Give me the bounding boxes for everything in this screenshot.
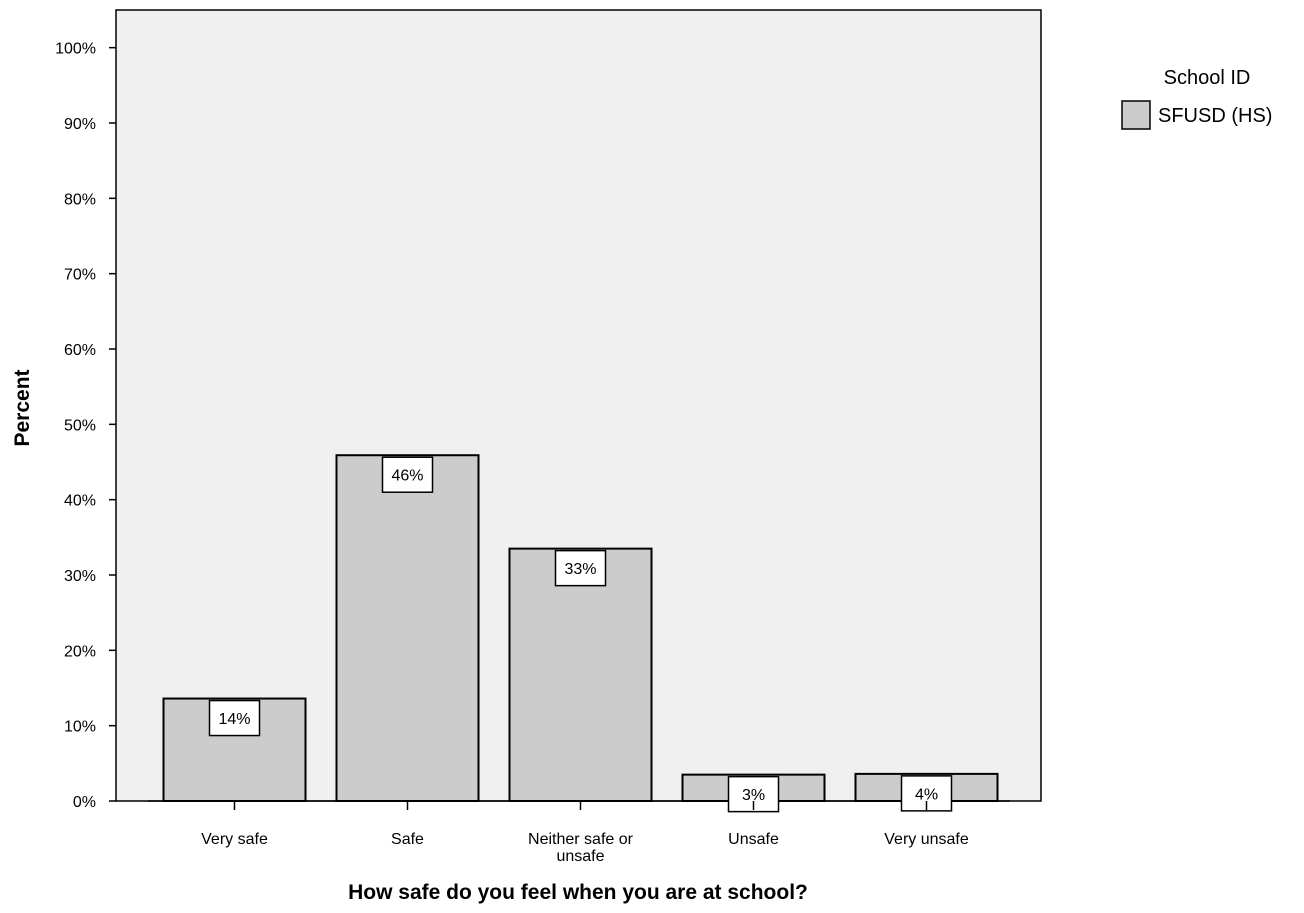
y-tick-label: 10% xyxy=(64,719,96,736)
x-tick-label: Very unsafe xyxy=(884,831,969,848)
data-label: 14% xyxy=(218,711,250,728)
y-tick-label: 30% xyxy=(64,568,96,585)
y-tick-label: 80% xyxy=(64,191,96,208)
x-axis-title: How safe do you feel when you are at sch… xyxy=(348,881,808,904)
y-tick-label: 60% xyxy=(64,342,96,359)
bars: 14% 46% 33% 3% 4% xyxy=(148,454,1010,813)
data-label: 46% xyxy=(391,468,423,485)
x-tick-label: Safe xyxy=(391,831,424,848)
y-tick-label: 100% xyxy=(55,41,96,58)
x-tick-label: Unsafe xyxy=(728,831,779,848)
y-tick-label: 50% xyxy=(64,417,96,434)
x-axis: Very safe Safe Neither safe or unsafe Unsafe… xyxy=(201,801,969,865)
bar xyxy=(335,454,480,802)
y-tick-label: 90% xyxy=(64,116,96,133)
y-tick-label: 70% xyxy=(64,267,96,284)
data-label: 3% xyxy=(742,787,765,804)
data-label: 4% xyxy=(915,786,938,803)
y-axis-title: Percent xyxy=(11,369,34,446)
y-axis: 0% 10% 20% 30% 40% 50% 60% 70% 80% 90% 100% xyxy=(55,41,116,811)
data-label-box xyxy=(381,456,434,493)
y-tick-label: 40% xyxy=(64,493,96,510)
legend-title: School ID xyxy=(1164,67,1251,89)
bar xyxy=(508,547,653,803)
y-tick-label: 20% xyxy=(64,643,96,660)
x-tick-label: Very safe xyxy=(201,831,268,848)
y-tick-label: 0% xyxy=(73,794,96,811)
legend-swatch xyxy=(1121,100,1151,130)
data-label-box xyxy=(554,549,607,587)
data-label-box xyxy=(208,699,261,737)
legend: School ID SFUSD (HS) xyxy=(1121,67,1272,130)
legend-label: SFUSD (HS) xyxy=(1158,105,1272,127)
data-label: 33% xyxy=(564,561,596,578)
x-tick-label: Neither safe or unsafe xyxy=(528,831,634,865)
